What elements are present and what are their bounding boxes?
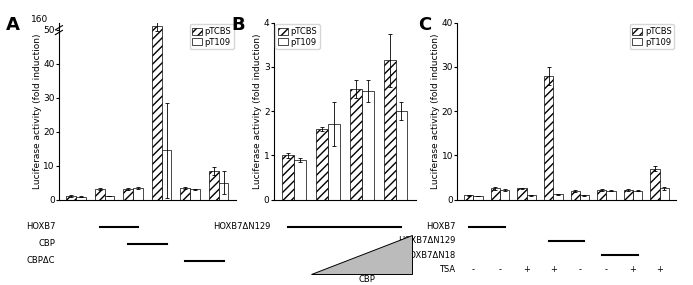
Bar	[133, 188, 143, 199]
Text: A: A	[6, 16, 20, 34]
Bar	[105, 196, 114, 200]
Text: HOXB7: HOXB7	[26, 222, 55, 231]
Bar	[209, 171, 218, 200]
Bar	[161, 150, 171, 199]
Y-axis label: Luciferase activity (fold induction): Luciferase activity (fold induction)	[431, 33, 440, 189]
Text: HOXB7ΔN18: HOXB7ΔN18	[403, 251, 455, 260]
Legend: pTCBS, pT109: pTCBS, pT109	[630, 25, 674, 49]
Text: -: -	[579, 265, 581, 274]
Bar	[316, 129, 328, 199]
Bar	[282, 155, 294, 200]
Text: HOXB7: HOXB7	[426, 222, 455, 231]
Y-axis label: Luciferase activity (fold induction): Luciferase activity (fold induction)	[33, 33, 42, 189]
Y-axis label: Luciferase activity (fold induction): Luciferase activity (fold induction)	[254, 33, 263, 189]
Text: -: -	[498, 265, 502, 274]
Bar	[464, 195, 473, 200]
Text: B: B	[231, 16, 245, 34]
Bar	[517, 188, 527, 200]
Bar	[152, 26, 161, 200]
Bar	[553, 194, 563, 199]
Legend: pTCBS, pT109: pTCBS, pT109	[275, 25, 319, 49]
Bar	[66, 196, 76, 200]
Bar	[180, 188, 190, 199]
Text: +: +	[656, 265, 663, 274]
Bar	[384, 60, 396, 200]
Bar	[660, 188, 669, 200]
Text: +: +	[630, 265, 636, 274]
Bar	[218, 182, 229, 200]
Bar	[580, 195, 589, 200]
Bar	[624, 190, 633, 199]
Bar	[491, 188, 500, 200]
Bar	[94, 189, 105, 200]
Text: HOXB7ΔN129: HOXB7ΔN129	[213, 222, 270, 231]
Bar	[123, 189, 133, 200]
Text: +: +	[523, 265, 530, 274]
Bar	[606, 191, 616, 200]
Bar	[570, 191, 580, 200]
Text: -: -	[472, 265, 475, 274]
Bar	[294, 160, 306, 200]
Text: CBP: CBP	[39, 239, 55, 248]
Text: C: C	[418, 16, 431, 34]
Text: -: -	[605, 265, 608, 274]
Bar	[633, 191, 642, 200]
Bar	[597, 190, 606, 199]
Bar	[350, 89, 362, 200]
Text: TSA: TSA	[439, 265, 455, 274]
Bar	[544, 76, 553, 200]
Bar	[500, 190, 509, 199]
Bar	[328, 124, 340, 200]
Bar	[651, 168, 660, 200]
Bar	[473, 196, 482, 200]
Text: CBPΔC: CBPΔC	[27, 256, 55, 265]
Text: HOXB7ΔN129: HOXB7ΔN129	[398, 236, 455, 245]
Text: CBP: CBP	[359, 275, 376, 284]
Bar	[190, 189, 200, 200]
Bar	[396, 111, 407, 200]
Legend: pTCBS, pT109: pTCBS, pT109	[190, 25, 234, 49]
Bar	[527, 195, 536, 200]
Bar	[362, 91, 374, 200]
Bar	[76, 197, 86, 199]
Text: 160: 160	[31, 15, 49, 24]
Text: +: +	[550, 265, 556, 274]
